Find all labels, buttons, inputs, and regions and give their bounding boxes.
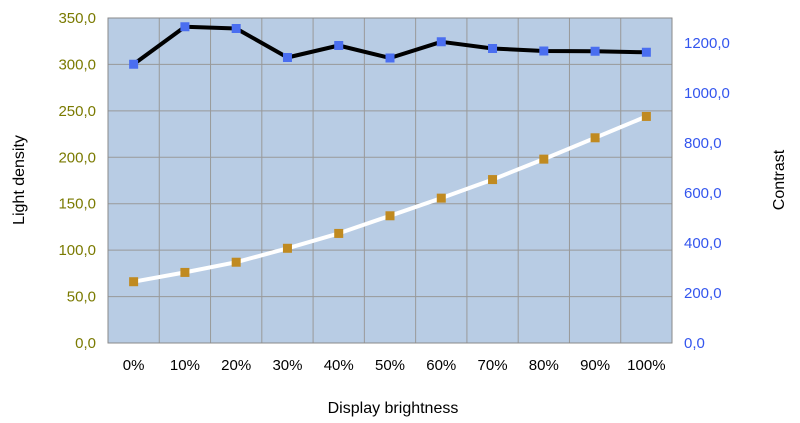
series-2-point	[539, 154, 549, 164]
x-tick-label: 0%	[123, 357, 145, 374]
series-1-point	[385, 53, 395, 63]
series-2-point	[180, 267, 190, 277]
series-1-point	[488, 44, 498, 53]
right-tick-label: 0,0	[684, 335, 705, 352]
right-tick-label: 1200,0	[684, 35, 730, 52]
x-tick-label: 90%	[580, 357, 610, 374]
grid-lines	[108, 18, 672, 343]
x-tick-label: 50%	[375, 357, 405, 374]
series-2-point	[282, 243, 292, 253]
x-tick-label: 80%	[529, 357, 559, 374]
series-1-point	[231, 24, 241, 33]
right-tick-label: 1000,0	[684, 85, 730, 102]
series-1-point	[436, 37, 446, 47]
right-axis-ticks: 0,0 200,0 400,0 600,0 800,0 1000,0 1200,0	[684, 35, 730, 352]
series-2-point	[488, 175, 498, 185]
left-axis-ticks: 0,0 50,0 100,0 150,0 200,0 250,0 300,0 350,0	[58, 10, 96, 352]
right-tick-label: 600,0	[684, 185, 722, 202]
right-tick-label: 400,0	[684, 235, 722, 252]
series-1-point	[539, 46, 549, 56]
series-1-point	[282, 53, 292, 62]
x-axis-title: Display brightness	[328, 400, 459, 417]
x-tick-label: 60%	[426, 357, 456, 374]
series-2-point	[385, 211, 395, 221]
x-tick-label: 20%	[221, 357, 251, 374]
plot-area	[108, 18, 672, 343]
left-axis-title: Light density	[11, 135, 28, 225]
series-1-point	[641, 47, 651, 57]
left-tick-label: 100,0	[58, 242, 96, 259]
left-tick-label: 50,0	[67, 289, 96, 306]
left-tick-label: 150,0	[58, 196, 96, 213]
series-2-point	[334, 228, 344, 238]
series-1-point	[129, 59, 139, 69]
x-tick-label: 70%	[478, 357, 508, 374]
right-tick-label: 800,0	[684, 135, 722, 152]
series-layer	[129, 22, 651, 287]
series-1-point	[180, 22, 190, 32]
series-2-point	[641, 111, 651, 121]
left-tick-label: 0,0	[75, 335, 96, 352]
left-tick-label: 200,0	[58, 149, 96, 166]
series-1-point	[590, 46, 600, 56]
left-tick-label: 250,0	[58, 103, 96, 120]
series-2-point	[436, 193, 446, 203]
right-axis-title: Contrast	[771, 149, 788, 210]
x-tick-label: 10%	[170, 357, 200, 374]
series-1-point	[334, 41, 344, 50]
series-2-point	[231, 257, 241, 267]
x-tick-label: 40%	[324, 357, 354, 374]
x-tick-label: 100%	[627, 357, 665, 374]
x-tick-label: 30%	[272, 357, 302, 374]
series-2-point	[129, 277, 139, 287]
right-tick-label: 200,0	[684, 285, 722, 302]
left-tick-label: 350,0	[58, 10, 96, 27]
x-axis-ticks: 0% 10% 20% 30% 40% 50% 60% 70% 80% 90% 100%	[123, 357, 666, 374]
series-2-point	[590, 133, 600, 143]
left-tick-label: 300,0	[58, 56, 96, 73]
plot-border	[107, 17, 673, 344]
